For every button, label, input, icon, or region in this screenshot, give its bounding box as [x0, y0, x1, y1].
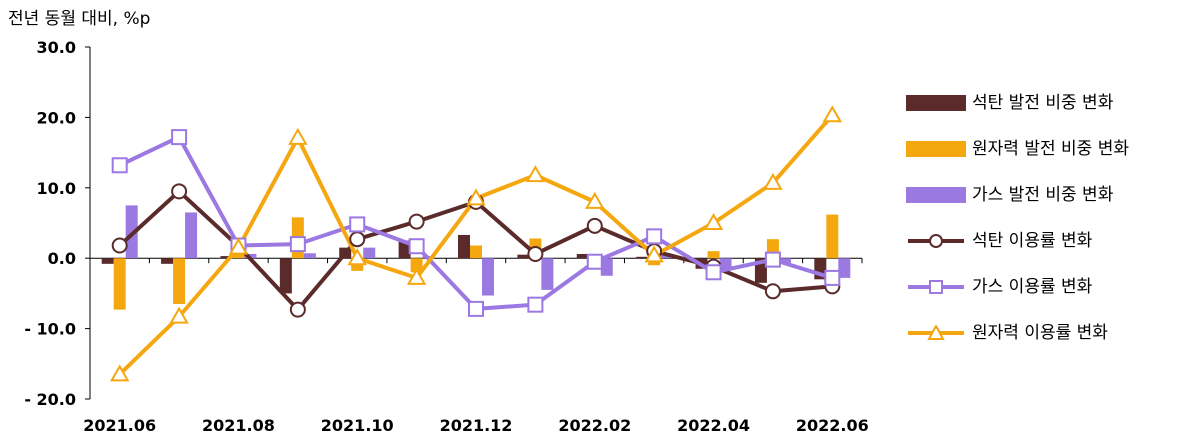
- legend-label-gas-utilization: 가스 이용률 변화: [972, 277, 1093, 297]
- bar-coal-share: [458, 234, 470, 259]
- point-gas-utilization: [586, 253, 603, 270]
- point-nuclear-utilization: [525, 165, 546, 183]
- point-nuclear-utilization: [703, 212, 724, 230]
- point-gas-utilization: [111, 157, 128, 174]
- bar-gas-share: [719, 258, 732, 269]
- bar-nuclear-share: [173, 258, 186, 304]
- legend-swatch-gas-utilization: [908, 280, 964, 294]
- bar-coal-share: [636, 256, 649, 259]
- point-coal-utilization: [289, 301, 306, 318]
- point-nuclear-utilization: [169, 306, 189, 324]
- y-tick-label: 30.0: [37, 38, 76, 57]
- bar-gas-share: [541, 258, 554, 290]
- point-coal-utilization: [527, 245, 544, 262]
- point-nuclear-utilization: [109, 364, 130, 382]
- line-gas-utilization: [118, 135, 833, 311]
- point-coal-utilization: [349, 231, 366, 248]
- point-gas-utilization: [468, 300, 484, 317]
- point-nuclear-utilization: [288, 127, 308, 145]
- point-nuclear-utilization: [822, 105, 843, 123]
- y-tick-label: 0.0: [48, 249, 76, 268]
- point-gas-utilization: [824, 269, 841, 286]
- point-coal-utilization: [586, 217, 603, 234]
- legend-label-gas-share: 가스 발전 비중 변화: [972, 185, 1114, 205]
- bar-coal-share: [220, 256, 233, 259]
- point-coal-utilization: [171, 183, 188, 200]
- bar-gas-share: [778, 258, 791, 264]
- bar-gas-share: [482, 258, 494, 296]
- point-nuclear-utilization: [585, 191, 605, 209]
- x-tick-label: 2022.02: [558, 416, 631, 435]
- point-coal-utilization: [111, 237, 128, 254]
- legend-marker: [929, 234, 943, 248]
- y-axis-unit-label: 전년 동월 대비, %p: [8, 9, 151, 29]
- bar-coal-share: [576, 253, 589, 259]
- bar-nuclear-share: [470, 245, 482, 259]
- legend-item-nuclear-utilization: 원자력 이용률 변화: [906, 320, 1196, 346]
- bar-gas-share: [244, 253, 257, 259]
- point-nuclear-utilization: [644, 245, 664, 263]
- bar-gas-share: [303, 253, 316, 259]
- bar-coal-share: [101, 258, 114, 264]
- y-tick-label: - 10.0: [24, 320, 76, 339]
- y-tick-label: 10.0: [37, 179, 76, 198]
- point-nuclear-utilization: [347, 248, 367, 266]
- legend-label-nuclear-share: 원자력 발전 비중 변화: [972, 139, 1129, 159]
- legend-marker: [929, 280, 943, 294]
- legend-label-coal-share: 석탄 발전 비중 변화: [972, 93, 1114, 113]
- bar-gas-share: [660, 254, 673, 259]
- point-nuclear-utilization: [406, 267, 427, 285]
- legend-item-gas-share: 가스 발전 비중 변화: [906, 182, 1196, 208]
- legend-swatch-nuclear-share: [906, 141, 966, 157]
- point-gas-utilization: [646, 228, 663, 245]
- bar-coal-share: [517, 254, 530, 259]
- legend-swatch-coal-utilization: [908, 234, 964, 248]
- point-gas-utilization: [171, 129, 188, 146]
- point-gas-utilization: [527, 296, 544, 313]
- bar-coal-share: [279, 258, 292, 294]
- legend-label-coal-utilization: 석탄 이용률 변화: [972, 231, 1093, 251]
- legend-item-coal-share: 석탄 발전 비중 변화: [906, 90, 1196, 116]
- x-tick-label: 2022.06: [796, 416, 869, 435]
- legend-item-coal-utilization: 석탄 이용률 변화: [906, 228, 1196, 254]
- legend-marker: [927, 325, 945, 340]
- legend-swatch-coal-share: [906, 95, 966, 111]
- point-gas-utilization: [349, 216, 366, 233]
- bar-nuclear-share: [410, 258, 423, 273]
- x-tick-label: 2021.10: [321, 416, 394, 435]
- point-gas-utilization: [705, 264, 722, 281]
- point-nuclear-utilization: [763, 172, 783, 190]
- legend-label-nuclear-utilization: 원자력 이용률 변화: [972, 323, 1108, 343]
- bar-gas-share: [600, 258, 613, 276]
- x-tick-label: 2021.06: [83, 416, 156, 435]
- y-tick-label: - 20.0: [24, 390, 76, 409]
- line-nuclear-utilization: [118, 113, 834, 376]
- point-coal-utilization: [408, 213, 425, 230]
- x-tick-label: 2021.12: [440, 416, 513, 435]
- point-nuclear-utilization: [466, 188, 486, 206]
- legend-swatch-gas-share: [906, 187, 966, 203]
- bar-gas-share: [363, 247, 376, 259]
- x-tick-label: 2022.04: [677, 416, 750, 435]
- point-coal-utilization: [764, 283, 781, 300]
- point-gas-utilization: [289, 236, 306, 253]
- point-gas-utilization: [408, 238, 425, 255]
- bar-coal-share: [161, 258, 174, 264]
- point-gas-utilization: [764, 251, 781, 268]
- y-tick-label: 20.0: [37, 108, 76, 127]
- point-nuclear-utilization: [228, 237, 249, 255]
- bar-gas-share: [185, 212, 198, 259]
- x-tick-label: 2021.08: [202, 416, 275, 435]
- bar-gas-share: [125, 205, 138, 259]
- bar-nuclear-share: [826, 214, 839, 259]
- bar-nuclear-share: [707, 251, 720, 259]
- legend-item-nuclear-share: 원자력 발전 비중 변화: [906, 136, 1196, 162]
- bar-gas-share: [838, 258, 851, 278]
- bar-nuclear-share: [113, 258, 126, 310]
- legend-item-gas-utilization: 가스 이용률 변화: [906, 274, 1196, 300]
- legend-swatch-nuclear-utilization: [908, 325, 964, 340]
